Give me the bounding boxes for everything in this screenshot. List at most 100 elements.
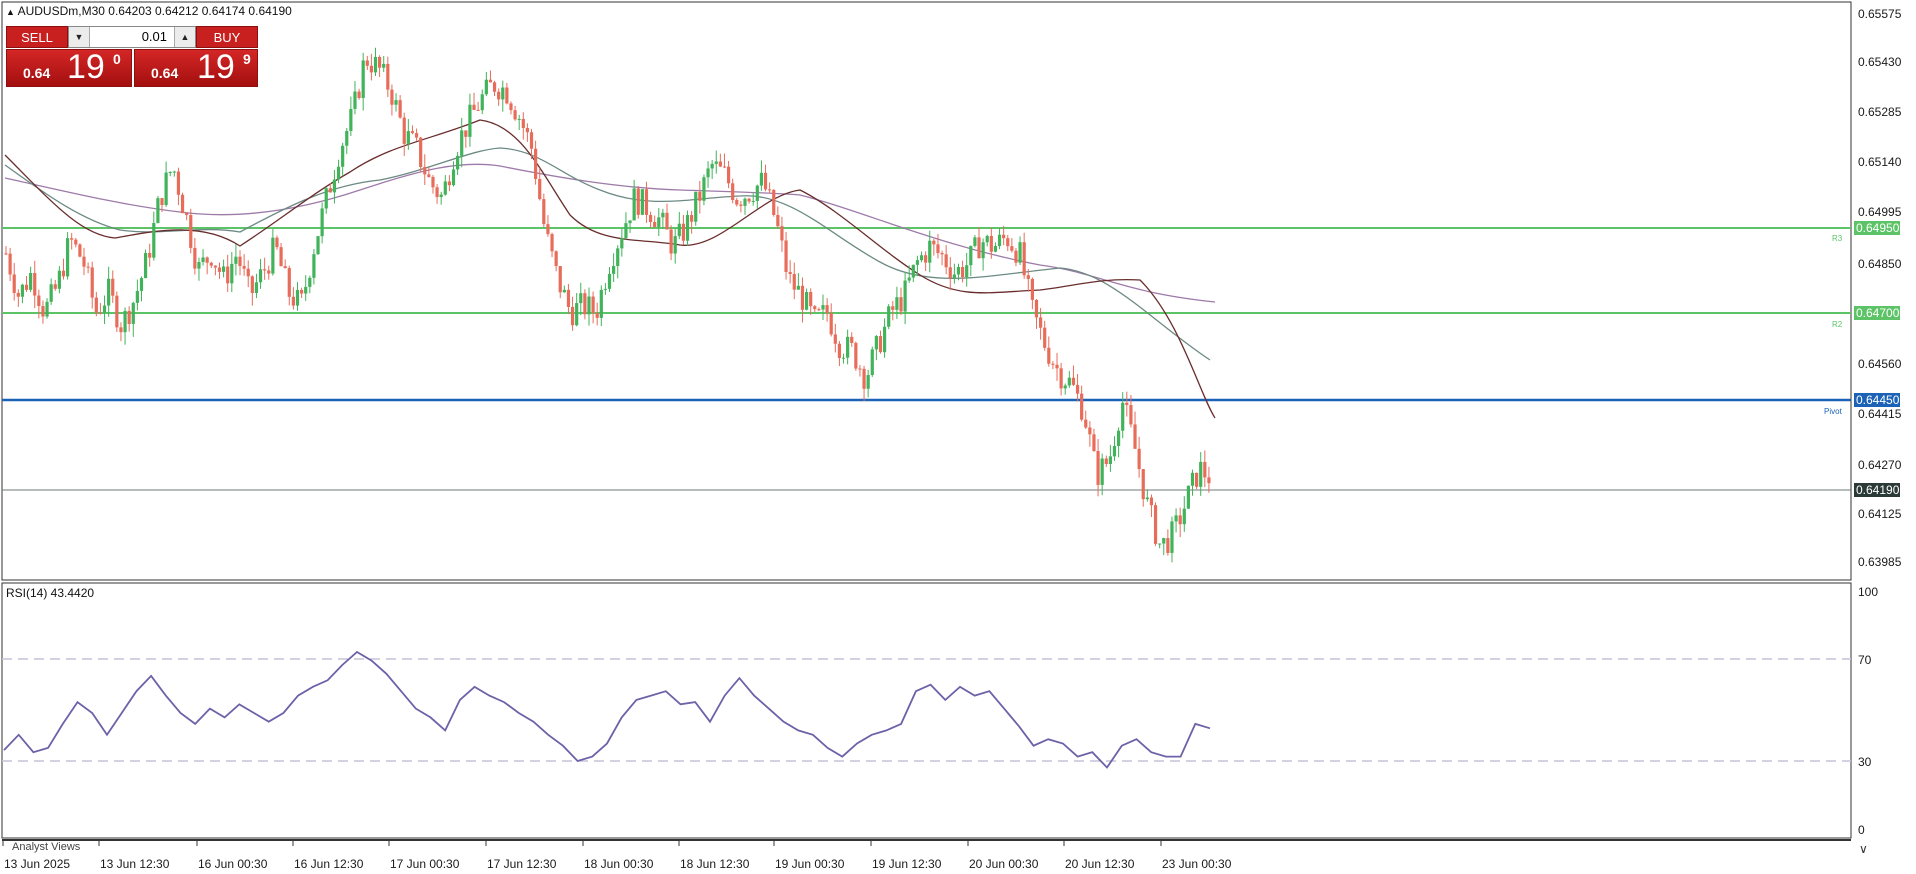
candle-body (677, 223, 681, 237)
candle-body (640, 189, 644, 215)
candle-body (870, 349, 874, 376)
candle-body (722, 166, 727, 168)
candle-body (29, 273, 33, 290)
candle-body (373, 56, 378, 73)
time-tick-label: 23 Jun 00:30 (1162, 857, 1232, 871)
lot-size-field[interactable]: ▼ 0.01 ▲ (68, 26, 196, 48)
candle-body (78, 244, 82, 257)
candle-body (1137, 448, 1141, 470)
time-tick-label: 20 Jun 00:30 (969, 857, 1039, 871)
candle-body (862, 368, 866, 389)
candle-body (119, 327, 123, 333)
sell-button[interactable]: SELL (6, 26, 68, 48)
buy-button[interactable]: BUY (196, 26, 258, 48)
candle-body (657, 217, 661, 227)
candle-body (624, 223, 628, 239)
candle-body (398, 100, 402, 118)
candle-body (837, 343, 842, 359)
candle-body (636, 188, 640, 215)
candle-body (739, 204, 743, 206)
candle-body (1174, 515, 1178, 522)
candle-body (176, 171, 181, 195)
candle-body (521, 118, 525, 128)
candle-body (685, 215, 690, 241)
r3-price-tag: 0.64950 (1854, 221, 1900, 235)
candle-body (316, 236, 320, 255)
candle-body (800, 285, 805, 310)
candle-body (189, 215, 193, 248)
candle-body (813, 306, 817, 310)
candle-body (776, 214, 780, 227)
candle-body (299, 289, 304, 294)
candle-body (230, 263, 234, 284)
candle-body (143, 252, 148, 279)
candle-body (74, 239, 78, 245)
candle-body (369, 65, 373, 73)
candle-body (497, 91, 501, 100)
candle-body (529, 132, 534, 149)
candle-body (1195, 472, 1199, 487)
candle-body (981, 242, 985, 259)
triangle-icon[interactable]: ▲ (6, 7, 15, 17)
candle-body (780, 226, 784, 241)
candle-body (111, 278, 115, 296)
candle-body (907, 277, 911, 281)
candle-body (431, 176, 435, 188)
time-tick-label: 20 Jun 12:30 (1065, 857, 1135, 871)
candle-body (505, 87, 509, 104)
candle-body (554, 251, 558, 267)
candle-body (669, 229, 673, 254)
candle-body (1166, 538, 1170, 553)
time-tick-label: 13 Jun 12:30 (100, 857, 170, 871)
candle-body (209, 262, 213, 266)
candle-body (468, 104, 472, 137)
candle-body (599, 289, 603, 318)
chevron-down-icon[interactable]: ∨ (1859, 842, 1868, 856)
candle-body (603, 288, 608, 290)
pivot-label: Pivot (1824, 407, 1842, 416)
candle-body (932, 240, 936, 245)
candle-body (829, 312, 833, 335)
candle-body (562, 289, 566, 293)
chevron-up-icon[interactable]: ▲ (174, 27, 195, 47)
candle-body (1014, 250, 1018, 263)
candle-body (1059, 368, 1063, 389)
analyst-views-tab[interactable]: Analyst Views (12, 841, 81, 853)
candle-body (841, 357, 846, 359)
time-tick-label: 16 Jun 12:30 (294, 857, 364, 871)
candle-body (591, 296, 595, 314)
candle-body (763, 172, 768, 190)
candle-body (427, 174, 431, 177)
candle-body (283, 266, 287, 269)
candle-body (127, 310, 131, 324)
candle-body (648, 214, 653, 223)
candle-body (607, 273, 612, 289)
candle-body (579, 293, 583, 304)
candle-body (1121, 402, 1125, 431)
candle-body (258, 269, 263, 283)
candle-body (378, 56, 382, 68)
candle-body (275, 237, 279, 248)
buy-price-button[interactable]: 0.64 19 9 (134, 48, 258, 87)
rsi-axis: 100 70 30 0 (1858, 585, 1878, 837)
candle-body (1026, 275, 1030, 279)
candle-body (878, 336, 883, 353)
candle-body (460, 130, 464, 156)
candle-body (731, 183, 735, 201)
candle-body (1071, 377, 1076, 385)
sell-price-button[interactable]: 0.64 19 0 (6, 48, 132, 87)
candle-body (1006, 238, 1010, 247)
candle-body (1145, 497, 1149, 500)
candle-body (895, 297, 899, 310)
chevron-down-icon[interactable]: ▼ (69, 27, 90, 47)
candle-body (435, 187, 439, 198)
candle-body (49, 284, 53, 302)
candle-body (858, 368, 862, 370)
candle-body (267, 270, 271, 274)
candle-body (57, 270, 61, 289)
current-price-tag: 0.64190 (1854, 483, 1900, 497)
lot-size-value[interactable]: 0.01 (141, 29, 167, 44)
candle-body (135, 290, 139, 303)
candle-body (70, 238, 74, 240)
